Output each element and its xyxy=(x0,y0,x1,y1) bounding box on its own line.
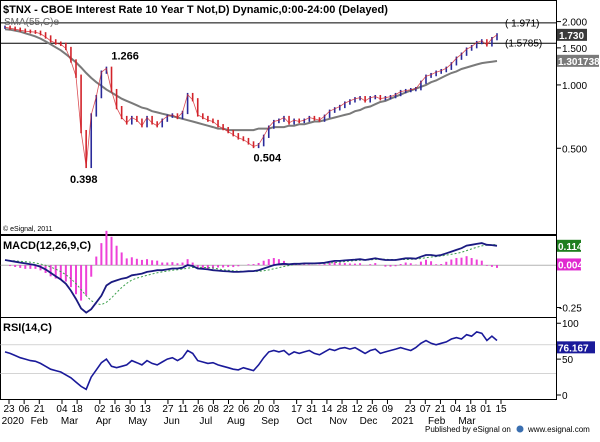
price-panel-frame xyxy=(0,0,557,235)
x-axis-tick-label: 16 xyxy=(109,404,121,415)
level-label: ( 1.971) xyxy=(505,18,539,29)
x-axis-tick-label: 21 xyxy=(34,404,46,415)
sma-value-box xyxy=(557,54,599,67)
x-axis-month-label: Mar xyxy=(458,416,476,427)
x-axis-tick-label: 04 xyxy=(56,404,68,415)
rsi-value-box xyxy=(557,341,595,354)
level-label: (1.5785) xyxy=(505,39,542,50)
x-axis-tick-label: 22 xyxy=(223,404,235,415)
rsi-value-label: 76.167 xyxy=(558,343,589,354)
x-axis-tick-label: 18 xyxy=(72,404,84,415)
x-axis-tick-label: 21 xyxy=(435,404,447,415)
x-axis-month-label: Oct xyxy=(296,416,312,427)
x-axis-tick-label: 17 xyxy=(291,404,303,415)
x-axis-month-label: Apr xyxy=(96,416,112,427)
macd-signal-line xyxy=(4,244,497,306)
x-axis-tick-label: 23 xyxy=(405,404,417,415)
x-axis-tick-label: 09 xyxy=(382,404,394,415)
sma-label: SMA(55,C)e xyxy=(4,17,59,28)
x-axis-month-label: Jul xyxy=(199,416,212,427)
price-axis-tick-label: 1.500 xyxy=(562,44,587,55)
x-axis-tick-label: 08 xyxy=(208,404,220,415)
x-axis-tick-label: 31 xyxy=(306,404,318,415)
rsi-axis-tick-label: 100 xyxy=(562,319,579,330)
x-axis-month-label: May xyxy=(128,416,147,427)
price-axis-tick-label: 0.500 xyxy=(562,144,587,155)
price-close-line xyxy=(4,26,498,167)
esignal-watermark: © eSignal, 2011 xyxy=(3,225,53,233)
x-axis-tick-label: 15 xyxy=(495,404,507,415)
x-axis-month-label: Feb xyxy=(31,416,49,427)
last-price-box xyxy=(557,28,587,41)
last-price-label: 1.730 xyxy=(559,31,584,42)
x-axis-tick-label: 30 xyxy=(125,404,137,415)
x-axis-month-label: Dec xyxy=(360,416,378,427)
macd-value-label: 0.114 xyxy=(558,242,583,253)
footer-brand-text: www.esignal.com xyxy=(527,425,590,434)
macd-axis-tick-label: -0.25 xyxy=(559,304,582,315)
x-axis-tick-label: 18 xyxy=(465,404,477,415)
x-axis-month-label: Feb xyxy=(428,416,446,427)
price-axis-tick-label: 2.000 xyxy=(562,18,587,29)
x-axis-month-label: Nov xyxy=(329,416,347,427)
x-axis-month-label: Aug xyxy=(227,416,245,427)
x-axis-tick-label: 06 xyxy=(238,404,250,415)
rsi-label: RSI(14,C) xyxy=(3,322,52,334)
macd-line xyxy=(4,242,498,314)
x-axis-tick-label: 20 xyxy=(253,404,265,415)
macd-signal-label: 0.004 xyxy=(558,260,583,271)
macd-signal-box xyxy=(557,258,581,271)
price-axis-tick-label: 1.000 xyxy=(562,81,587,92)
x-axis-tick-label: 26 xyxy=(367,404,379,415)
macd-value-box xyxy=(557,239,581,252)
x-axis-tick-label: 02 xyxy=(94,404,106,415)
x-axis-tick-label: 23 xyxy=(3,404,15,415)
x-axis-tick-label: 01 xyxy=(480,404,492,415)
x-axis-tick-label: 12 xyxy=(352,404,364,415)
x-axis-tick-label: 11 xyxy=(178,404,189,415)
plot-layer: ( 1.971) (1.5785) 2.000 1.500 1.000 0.500 1.26… xyxy=(0,18,600,427)
x-axis-tick-label: 07 xyxy=(420,404,432,415)
price-annotation: 0.504 xyxy=(254,153,282,165)
x-axis-tick-label: 28 xyxy=(336,404,348,415)
rsi-axis-tick-label: 50 xyxy=(562,355,574,366)
x-axis-tick-label: 06 xyxy=(19,404,31,415)
chart-title: $TNX - CBOE Interest Rate 10 Year T Not,… xyxy=(3,4,388,16)
x-axis-tick-label: 13 xyxy=(140,404,152,415)
price-annotation: 0.398 xyxy=(70,174,98,186)
x-axis-tick-label: 03 xyxy=(268,404,280,415)
x-axis-month-label: Sep xyxy=(261,416,279,427)
x-axis-tick-label: 26 xyxy=(193,404,205,415)
esignal-logo-icon xyxy=(516,425,524,433)
x-axis-month-label: Jun xyxy=(164,416,180,427)
sma-value-label: 1.301738 xyxy=(558,57,600,68)
x-axis-tick-label: 27 xyxy=(162,404,174,415)
x-axis-month-label: Mar xyxy=(61,416,79,427)
price-annotation: 1.266 xyxy=(111,50,139,62)
x-axis-month-label: 2021 xyxy=(391,416,414,427)
rsi-line xyxy=(4,331,498,391)
x-axis-tick-label: 14 xyxy=(321,404,333,415)
x-axis-month-label: 2020 xyxy=(2,416,25,427)
macd-label: MACD(12,26,9,C) xyxy=(3,240,91,252)
x-axis-tick-label: 04 xyxy=(450,404,462,415)
rsi-axis-tick-label: 0 xyxy=(562,391,568,402)
footer-published-text: Published by eSignal on xyxy=(425,425,511,434)
